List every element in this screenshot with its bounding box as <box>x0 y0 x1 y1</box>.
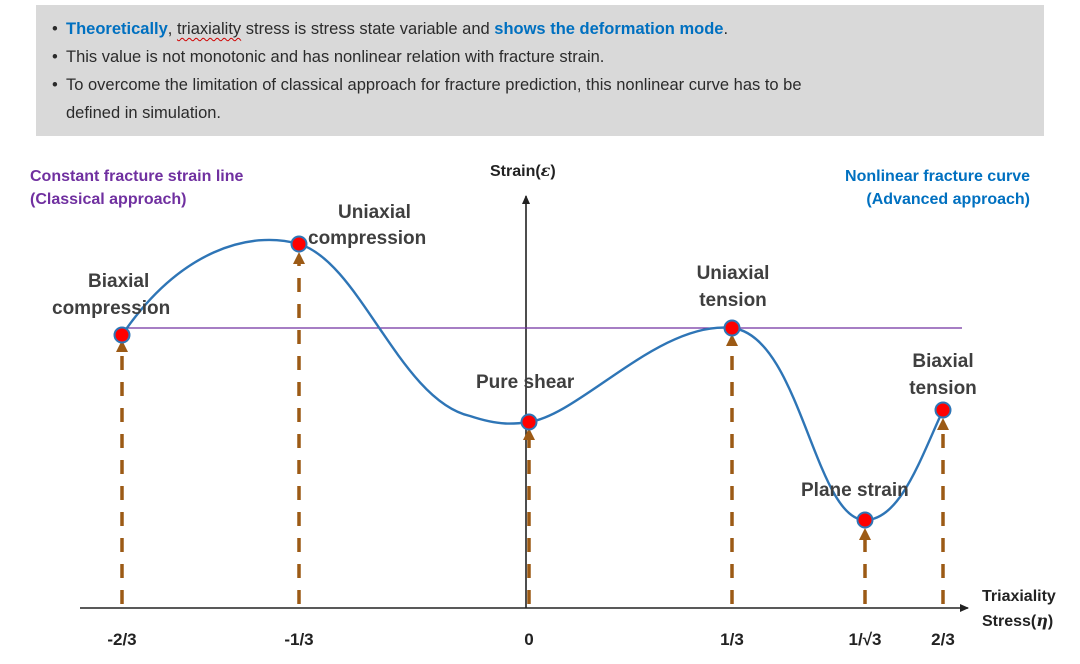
note-bullet-3: To overcome the limitation of classical … <box>52 71 1028 127</box>
label-biaxial-tension-2: tension <box>909 378 977 399</box>
dashed-arrows <box>116 252 949 604</box>
label-uniaxial-compression-2: compression <box>308 228 426 249</box>
x-axis-label-close: ) <box>1048 613 1053 630</box>
x-axis-label-symbol: η <box>1036 611 1048 630</box>
y-axis-label-close: ) <box>550 163 555 180</box>
note-text: stress is stress state variable and <box>241 20 495 38</box>
x-axis-label-line1: Triaxiality <box>982 588 1056 605</box>
point-uniaxial-tension <box>723 319 741 337</box>
tick-label: 1/√3 <box>849 630 882 649</box>
label-biaxial-compression-2: compression <box>52 298 170 319</box>
x-axis-label-text: Stress( <box>982 613 1037 630</box>
y-axis-label-text: Strain( <box>490 163 541 180</box>
point-plane-strain <box>856 511 874 529</box>
note-emphasis-deformation: shows the deformation mode <box>494 20 724 38</box>
arrow-head <box>726 334 738 346</box>
label-uniaxial-tension-1: Uniaxial <box>697 263 770 284</box>
note-misspelled-word: triaxiality <box>176 20 242 38</box>
note-text: defined in simulation. <box>66 104 222 122</box>
arrow-head <box>859 528 871 540</box>
point-pure-shear <box>520 413 538 431</box>
label-biaxial-compression-1: Biaxial <box>88 271 149 292</box>
arrow-head <box>937 418 949 430</box>
arrow-head <box>293 252 305 264</box>
legend-advanced: (Advanced approach) <box>866 191 1030 208</box>
arrow-head <box>116 340 128 352</box>
tick-label: 0 <box>524 630 533 649</box>
legend-constant-line: Constant fracture strain line <box>30 168 243 185</box>
legend-nonlinear-curve: Nonlinear fracture curve <box>845 168 1030 185</box>
y-axis-label-symbol: ε <box>541 161 551 180</box>
note-text: To overcome the limitation of classical … <box>66 76 802 94</box>
label-biaxial-tension-1: Biaxial <box>912 351 973 372</box>
arrow-head <box>523 428 535 440</box>
tick-label: -2/3 <box>107 630 136 649</box>
legend-classical: (Classical approach) <box>30 191 187 208</box>
label-plane-strain: Plane strain <box>801 480 909 501</box>
label-pure-shear: Pure shear <box>476 372 575 393</box>
note-bullet-1: Theoretically, triaxiality stress is str… <box>52 15 1028 43</box>
note-bullet-2: This value is not monotonic and has nonl… <box>52 43 1028 71</box>
notes-box: Theoretically, triaxiality stress is str… <box>36 5 1044 136</box>
point-uniaxial-compression <box>290 235 308 253</box>
tick-label: 2/3 <box>931 630 955 649</box>
point-biaxial-tension <box>934 401 952 419</box>
label-uniaxial-tension-2: tension <box>699 290 767 311</box>
note-text: . <box>723 20 729 38</box>
label-uniaxial-compression-1: Uniaxial <box>338 202 411 223</box>
point-biaxial-compression <box>113 326 131 344</box>
tick-label: 1/3 <box>720 630 744 649</box>
note-text: , <box>167 20 177 38</box>
tick-label: -1/3 <box>284 630 313 649</box>
y-axis-label: Strain(ε) <box>490 161 556 180</box>
note-emphasis-theoretically: Theoretically <box>66 20 168 38</box>
x-axis-label-line2: Stress(η) <box>982 611 1053 630</box>
